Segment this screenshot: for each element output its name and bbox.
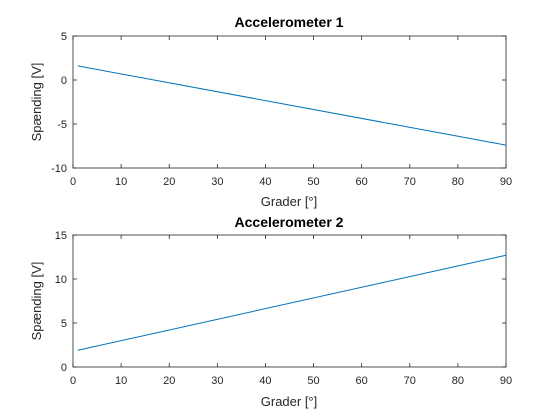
axes-box [72, 35, 507, 169]
x-axis-label: Grader [°] [261, 194, 318, 209]
x-tick-label: 30 [211, 375, 223, 387]
x-tick-label: 20 [163, 375, 175, 387]
x-tick-label: 20 [163, 176, 175, 188]
x-tick-label: 30 [211, 176, 223, 188]
x-tick-label: 10 [115, 375, 127, 387]
subplot-accelerometer-2: Accelerometer 2 0 10 20 30 40 50 60 70 80 90 0 5 10 1… [29, 214, 512, 409]
y-tick-label: 10 [55, 274, 67, 286]
x-tick-label: 0 [70, 375, 76, 387]
y-tick-label: -5 [57, 119, 67, 131]
x-tick-label: 90 [500, 375, 512, 387]
x-tick-label: 90 [500, 176, 512, 188]
chart-title: Accelerometer 1 [235, 14, 344, 30]
x-tick-label: 70 [404, 176, 416, 188]
axes-box [72, 234, 507, 368]
y-tick-label: 5 [61, 318, 67, 330]
y-tick-label: -10 [51, 163, 67, 175]
x-tick-label: 70 [404, 375, 416, 387]
chart-title: Accelerometer 2 [235, 214, 344, 230]
x-tick-label: 80 [452, 375, 464, 387]
x-tick-label: 40 [259, 176, 271, 188]
x-axis-label: Grader [°] [261, 394, 318, 409]
series-line [77, 254, 507, 351]
y-tick-label: 5 [61, 31, 67, 43]
x-tick-label: 50 [307, 176, 319, 188]
y-tick-label: 0 [61, 362, 67, 374]
plot-area: 0 10 20 30 40 50 60 70 80 90 -10 -5 0 5 [51, 31, 512, 188]
x-tick-label: 0 [70, 176, 76, 188]
x-tick-label: 80 [452, 176, 464, 188]
x-tick-label: 60 [356, 375, 368, 387]
x-tick-label: 60 [356, 176, 368, 188]
subplot-accelerometer-1: Accelerometer 1 0 10 20 30 40 50 60 70 80 90-10-5… [29, 14, 512, 209]
y-tick-label: 0 [61, 75, 67, 87]
x-tick-label: 50 [307, 375, 319, 387]
x-tick-label: 40 [259, 375, 271, 387]
y-axis-label: Spænding [V] [29, 262, 44, 341]
series-line [77, 65, 507, 146]
y-tick-label: 15 [55, 230, 67, 242]
y-axis-label: Spænding [V] [29, 63, 44, 142]
plot-area: 0 10 20 30 40 50 60 70 80 90 0 5 10 15 [55, 230, 512, 387]
x-tick-label: 10 [115, 176, 127, 188]
